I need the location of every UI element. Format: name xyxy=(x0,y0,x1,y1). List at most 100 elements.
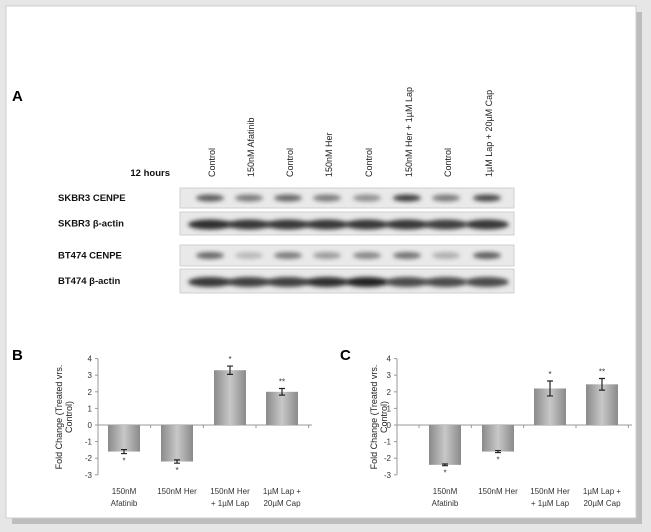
blot-row: BT474 β-actin xyxy=(58,268,515,294)
time-label: 12 hours xyxy=(130,168,170,179)
blot-band xyxy=(473,194,501,202)
lane-label: 150nM Afatinib xyxy=(246,117,256,177)
lane-label: Control xyxy=(364,148,374,177)
blot-row-label: BT474 β-actin xyxy=(58,276,120,287)
blot-band xyxy=(345,277,389,287)
blot-band xyxy=(345,219,389,230)
bar xyxy=(214,370,246,425)
blot-band xyxy=(188,219,232,230)
significance-marker: * xyxy=(228,355,231,364)
error-bar xyxy=(227,365,233,375)
blot-strip xyxy=(179,187,515,209)
blot-strip xyxy=(179,244,515,267)
y-tick-label: 2 xyxy=(387,388,392,397)
y-tick-label: 3 xyxy=(88,371,93,380)
lane-label: Control xyxy=(285,148,295,177)
category-label: 1µM Lap + xyxy=(583,487,622,496)
category-label: 150nM Her xyxy=(157,487,197,496)
significance-marker: * xyxy=(122,457,125,466)
lane-label: 1µM Lap + 20µM Cap xyxy=(484,90,494,177)
blot-row-label: SKBR3 β-actin xyxy=(58,219,124,230)
category-label: 20µM Cap xyxy=(583,499,621,508)
y-tick-label: -1 xyxy=(384,438,392,447)
category-label: 150nM xyxy=(112,487,137,496)
blot-row: SKBR3 CENPE xyxy=(58,187,515,209)
lane-label: 150nM Her + 1µM Lap xyxy=(404,87,414,177)
significance-marker: ** xyxy=(599,368,605,377)
blot-band xyxy=(313,194,341,202)
blot-row-label: BT474 CENPE xyxy=(58,251,122,262)
blot-band xyxy=(432,194,460,202)
blot-band xyxy=(465,277,509,287)
panel-a-letter: A xyxy=(12,88,23,105)
blot-band xyxy=(473,252,501,259)
significance-marker: * xyxy=(443,469,446,478)
error-bar xyxy=(121,448,127,455)
y-tick-label: -2 xyxy=(85,454,93,463)
category-label: Afatinib xyxy=(111,499,138,508)
bar xyxy=(586,384,618,425)
category-label: 150nM Her xyxy=(210,487,250,496)
blot-band xyxy=(393,252,421,259)
blot-band xyxy=(353,194,381,202)
panel-b-letter: B xyxy=(12,347,23,364)
significance-marker: * xyxy=(175,466,178,475)
blot-row-label: SKBR3 CENPE xyxy=(58,193,126,204)
category-label: Afatinib xyxy=(432,499,459,508)
y-tick-label: 4 xyxy=(88,355,93,364)
lane-label: Control xyxy=(207,148,217,177)
y-tick-label: 3 xyxy=(387,371,392,380)
y-tick-label: -2 xyxy=(384,454,392,463)
y-tick-label: 1 xyxy=(387,404,392,413)
bar xyxy=(429,425,461,465)
blot-band xyxy=(188,277,232,287)
y-tick-label: 2 xyxy=(88,388,93,397)
y-tick-label: -3 xyxy=(384,471,392,480)
blot-band xyxy=(424,219,468,230)
chart-b: 4 3 2 1 0 -1 -2 -3 Fold Change (Treated vrs.Cont… xyxy=(54,355,312,508)
blot-row: SKBR3 β-actin xyxy=(58,211,515,236)
category-label: + 1µM Lap xyxy=(211,499,250,508)
blot-band xyxy=(235,194,263,202)
y-axis-label: Fold Change (Treated vrs.Control) xyxy=(54,365,74,470)
y-tick-label: 0 xyxy=(387,421,392,430)
blot-band xyxy=(196,194,224,202)
bar xyxy=(266,391,298,425)
error-bar xyxy=(599,377,605,391)
significance-marker: ** xyxy=(279,377,285,386)
blot-band xyxy=(305,219,349,230)
lane-label: 150nM Her xyxy=(324,132,334,177)
category-label: + 1µM Lap xyxy=(531,499,570,508)
category-label: 150nM Her xyxy=(478,487,518,496)
blot-band xyxy=(385,219,429,230)
bar xyxy=(161,425,193,462)
y-axis-label: Fold Change (Treated vrs.Control) xyxy=(369,365,389,470)
blot-band xyxy=(432,252,460,259)
western-blot: SKBR3 CENPE SKBR3 β-actin BT474 CENPE BT474… xyxy=(58,187,515,294)
y-tick-label: -1 xyxy=(85,438,93,447)
blot-band xyxy=(305,277,349,287)
significance-marker: * xyxy=(496,456,499,465)
blot-band xyxy=(313,252,341,259)
bar xyxy=(108,425,140,452)
blot-band xyxy=(196,252,224,259)
blot-band xyxy=(274,194,302,202)
significance-marker: * xyxy=(548,370,551,379)
y-tick-label: -3 xyxy=(85,471,93,480)
category-label: 20µM Cap xyxy=(263,499,301,508)
category-label: 150nM xyxy=(433,487,458,496)
blot-band xyxy=(274,252,302,259)
error-bar xyxy=(279,387,285,396)
blot-band xyxy=(393,194,421,202)
blot-band xyxy=(465,219,509,230)
error-bar xyxy=(495,449,501,454)
error-bar xyxy=(174,459,180,464)
error-bar xyxy=(442,463,448,467)
y-tick-label: 0 xyxy=(88,421,93,430)
blot-band xyxy=(235,252,263,259)
blot-band xyxy=(353,252,381,259)
blot-band xyxy=(385,277,429,287)
y-tick-label: 1 xyxy=(88,404,93,413)
